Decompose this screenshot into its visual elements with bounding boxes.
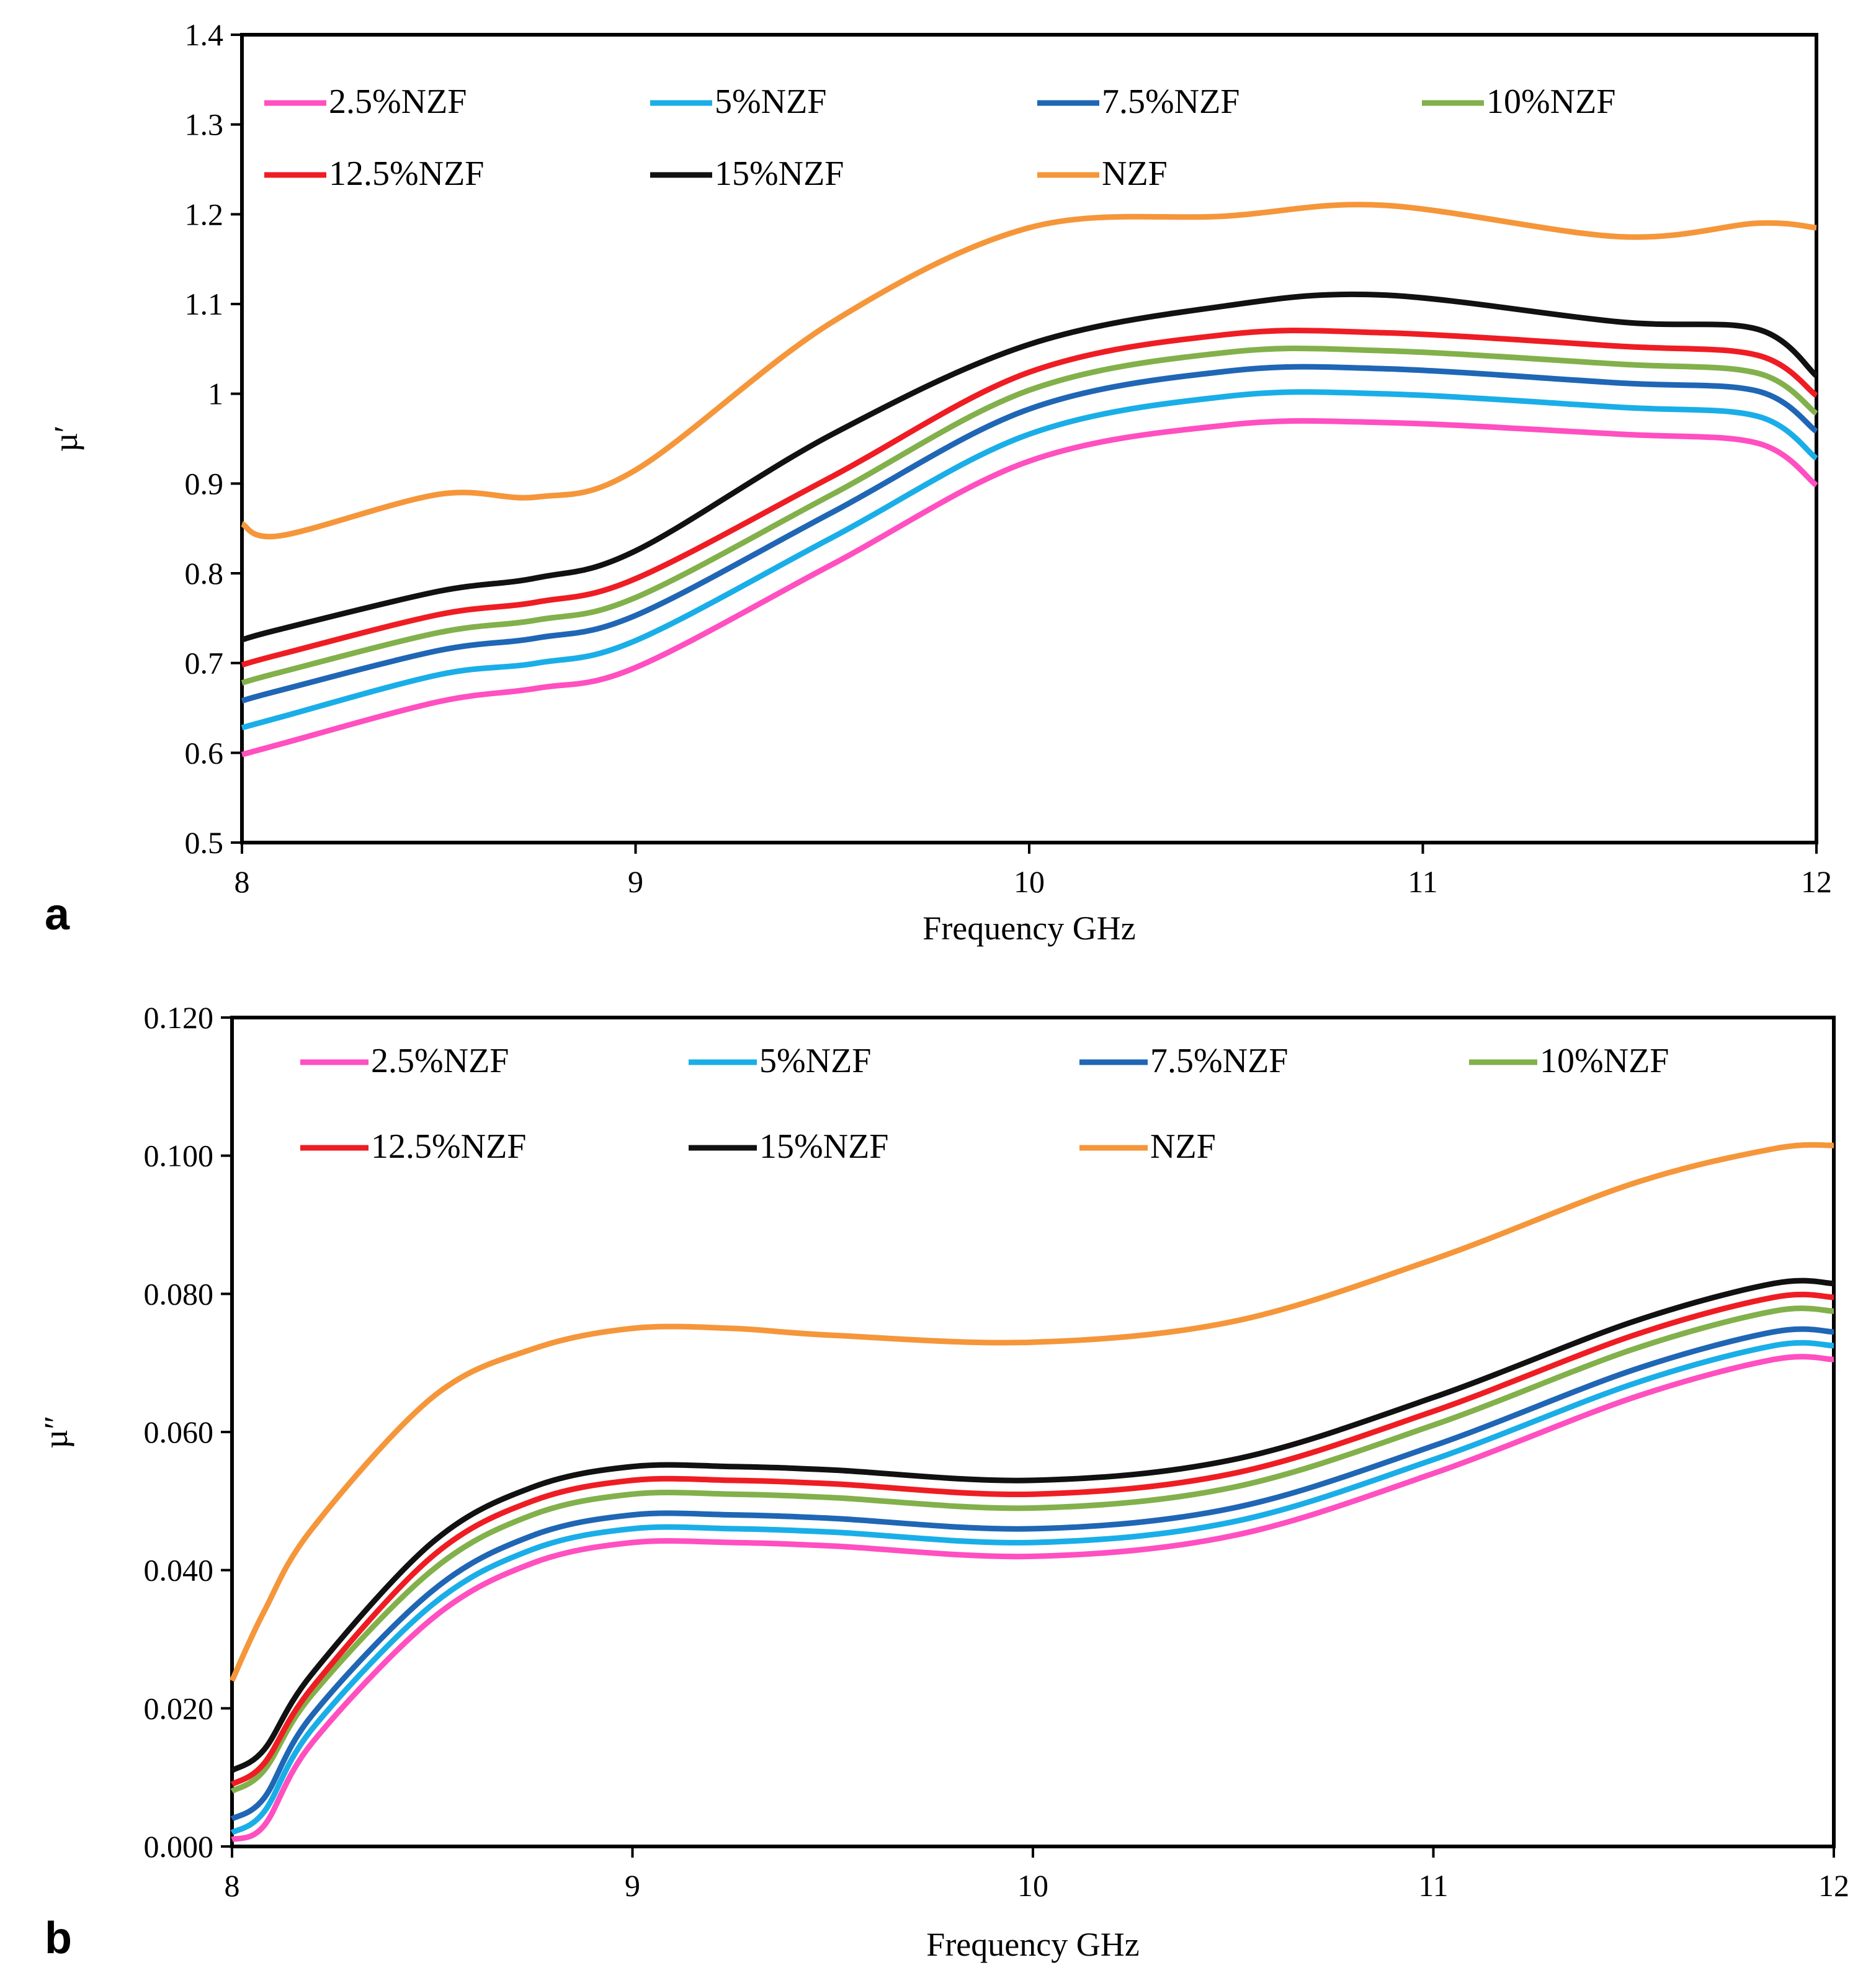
legend-label: 7.5%NZF xyxy=(1150,1042,1288,1080)
series-line-7-5-nzf xyxy=(241,364,1818,704)
legend-label: 7.5%NZF xyxy=(1102,83,1240,121)
panel-label: a xyxy=(45,890,70,939)
legend-item: 2.5%NZF xyxy=(300,1042,509,1080)
y-tick-label: 0.060 xyxy=(144,1415,214,1449)
legend-item: 15%NZF xyxy=(650,154,844,193)
y-tick-label: 1 xyxy=(208,377,223,411)
x-tick-label: 9 xyxy=(625,1868,640,1903)
series-line-5-nzf xyxy=(230,1340,1834,1835)
chart-panel-a: 0.5 0.6 0.7 0.8 0.9 1 1.1 1.2 1.3 1.4 8 9 10 11 12 Freq… xyxy=(45,17,1832,947)
series-line-nzf xyxy=(240,202,1817,540)
legend-label: NZF xyxy=(1150,1127,1216,1166)
y-tick-label: 1.3 xyxy=(185,107,224,142)
legend-item: 2.5%NZF xyxy=(264,83,467,121)
legend-label: 2.5%NZF xyxy=(329,83,467,121)
x-tick-label: 8 xyxy=(225,1868,240,1903)
legend-item: 12.5%NZF xyxy=(264,154,484,193)
y-tick-label: 1.4 xyxy=(185,17,224,52)
y-tick-label: 1.2 xyxy=(185,197,224,231)
x-tick-label: 9 xyxy=(628,864,643,899)
x-tick-label: 11 xyxy=(1418,1868,1448,1903)
x-axis-title: Frequency GHz xyxy=(922,910,1135,947)
panel-label: b xyxy=(45,1913,72,1963)
legend-label: 15%NZF xyxy=(759,1127,888,1166)
x-axis-title: Frequency GHz xyxy=(926,1926,1139,1963)
y-tick-label: 0.080 xyxy=(144,1276,214,1311)
legend-label: 10%NZF xyxy=(1486,83,1615,121)
y-tick-label: 0.6 xyxy=(185,735,224,770)
legend-label: NZF xyxy=(1102,154,1168,193)
legend-item: NZF xyxy=(1079,1127,1216,1166)
x-tick-label: 12 xyxy=(1818,1868,1849,1903)
y-axis-title: µ′ xyxy=(47,426,84,452)
legend-label: 12.5%NZF xyxy=(329,154,484,193)
y-tick-label: 0.5 xyxy=(185,825,224,860)
x-tick-label: 11 xyxy=(1408,864,1437,899)
series-line-12-5-nzf xyxy=(230,1291,1834,1787)
series-line-2-5-nzf xyxy=(231,1354,1834,1843)
y-tick-label: 0.040 xyxy=(144,1553,214,1588)
series-line-15-nzf xyxy=(241,291,1818,643)
series-line-10-nzf xyxy=(230,1305,1834,1794)
series-line-7-5-nzf xyxy=(230,1326,1834,1822)
series-line-nzf xyxy=(229,1142,1834,1682)
legend-item: NZF xyxy=(1037,154,1168,193)
chart-panel-b: 0.000 0.020 0.040 0.060 0.080 0.100 0.120 8 9 10 1… xyxy=(37,1000,1849,1963)
legend-label: 15%NZF xyxy=(715,154,844,193)
legend-label: 2.5%NZF xyxy=(371,1042,509,1080)
y-tick-label: 0.020 xyxy=(144,1691,214,1725)
x-tick-label: 8 xyxy=(234,864,250,899)
legend-label: 12.5%NZF xyxy=(371,1127,526,1166)
y-tick-label: 0.000 xyxy=(144,1829,214,1864)
y-tick-label: 0.8 xyxy=(185,556,224,591)
series-line-15-nzf xyxy=(230,1278,1834,1773)
series-line-2-5-nzf xyxy=(241,418,1818,758)
legend-label: 5%NZF xyxy=(759,1042,871,1080)
y-axis-title: µ″ xyxy=(37,1415,74,1449)
legend-item: 15%NZF xyxy=(689,1127,888,1166)
y-tick-label: 0.100 xyxy=(144,1139,214,1173)
y-tick-label: 0.9 xyxy=(185,466,224,501)
x-tick-label: 12 xyxy=(1801,864,1832,899)
legend-label: 5%NZF xyxy=(715,83,826,121)
x-tick-label: 10 xyxy=(1014,864,1045,899)
legend-item: 5%NZF xyxy=(689,1042,871,1080)
legend-item: 7.5%NZF xyxy=(1037,83,1240,121)
y-tick-label: 1.1 xyxy=(185,287,224,321)
legend-label: 10%NZF xyxy=(1540,1042,1669,1080)
legend-item: 5%NZF xyxy=(650,83,826,121)
series-line-10-nzf xyxy=(241,346,1818,686)
legend-item: 10%NZF xyxy=(1422,83,1615,121)
legend-item: 10%NZF xyxy=(1469,1042,1669,1080)
legend-item: 12.5%NZF xyxy=(300,1127,526,1166)
series-line-5-nzf xyxy=(241,389,1818,731)
x-tick-label: 10 xyxy=(1017,1868,1048,1903)
y-tick-label: 0.120 xyxy=(144,1000,214,1035)
legend-item: 7.5%NZF xyxy=(1079,1042,1288,1080)
series-line-12-5-nzf xyxy=(241,328,1818,668)
y-tick-label: 0.7 xyxy=(185,646,224,681)
